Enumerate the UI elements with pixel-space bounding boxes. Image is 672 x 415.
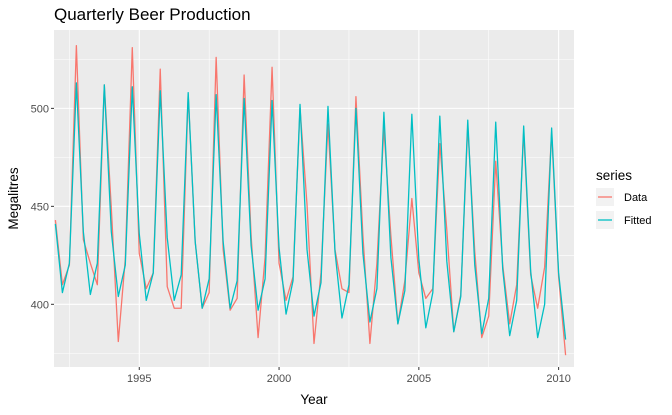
x-tick-label: 2010 bbox=[546, 373, 570, 385]
minor-gridlines bbox=[54, 30, 574, 367]
chart-title: Quarterly Beer Production bbox=[54, 5, 251, 24]
x-tick-label: 2005 bbox=[407, 373, 431, 385]
y-axis: 400 450 500 bbox=[31, 103, 54, 311]
y-tick-label: 500 bbox=[31, 103, 49, 115]
series-line-fitted bbox=[54, 82, 567, 340]
legend-label-data: Data bbox=[624, 192, 648, 204]
x-axis-title: Year bbox=[300, 392, 328, 407]
series-lines bbox=[54, 45, 567, 356]
y-tick-label: 450 bbox=[31, 201, 49, 213]
major-gridlines bbox=[54, 30, 574, 367]
legend-label-fitted: Fitted bbox=[624, 215, 652, 227]
legend-title: series bbox=[596, 168, 632, 183]
x-tick-label: 1995 bbox=[127, 373, 151, 385]
x-axis: 1995 2000 2005 2010 bbox=[127, 367, 571, 385]
y-tick-label: 400 bbox=[31, 299, 49, 311]
x-tick-label: 2000 bbox=[267, 373, 291, 385]
y-axis-title: Megalitres bbox=[6, 167, 21, 230]
legend: series Data Fitted bbox=[596, 168, 652, 229]
